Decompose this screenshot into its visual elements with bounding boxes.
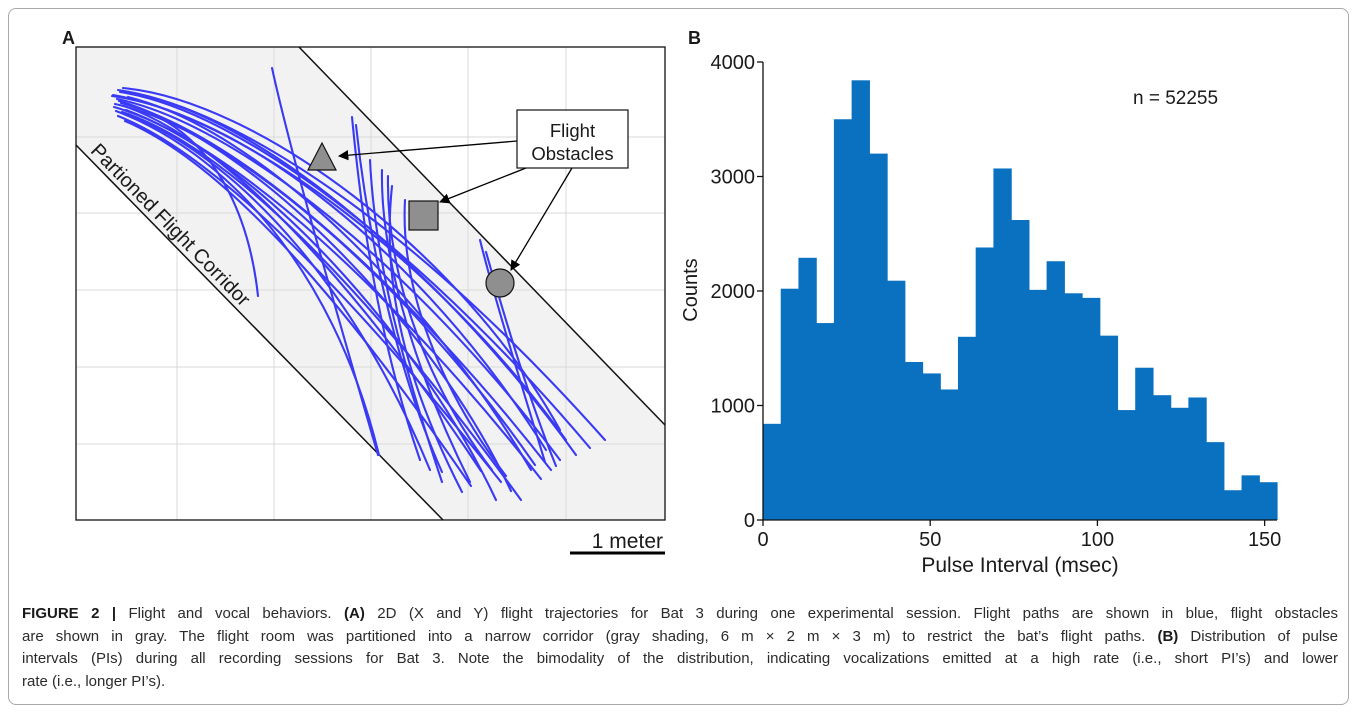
caption-text: 2D (X and Y) flight trajectories for Bat… <box>377 605 1339 622</box>
histogram-bar <box>887 280 906 520</box>
circle-obstacle-icon <box>485 268 515 298</box>
histogram-bar <box>1082 297 1101 520</box>
figure-frame <box>8 8 1349 705</box>
histogram-bar <box>1099 335 1119 520</box>
x-tick-label: 0 <box>757 529 768 551</box>
histogram-bar <box>780 288 800 520</box>
plot-frame <box>75 46 666 521</box>
caption-text: rate (i.e., longer PI’s). <box>22 672 166 690</box>
square-obstacle-icon <box>408 200 439 231</box>
flight-trajectory <box>110 94 548 452</box>
caption-text: are shown in gray. The flight room was p… <box>22 627 1146 645</box>
arrow-to-square <box>439 167 527 204</box>
caption-line: rate (i.e., longer PI’s). <box>22 671 1338 694</box>
obstacles-label-line2: Obstacles <box>531 143 613 164</box>
x-tick-label: 100 <box>1081 529 1114 551</box>
histogram-bar <box>1259 482 1278 520</box>
histogram-bar <box>1152 395 1172 520</box>
caption-panel-a-tag: (A) <box>344 605 365 622</box>
arrow-to-circle <box>510 167 573 271</box>
histogram-bar <box>869 153 888 520</box>
histogram-bar <box>922 373 941 520</box>
flight-trajectories <box>110 66 607 502</box>
histogram-bar <box>1223 490 1243 520</box>
caption-line: are shown in gray. The flight room was p… <box>22 626 1338 649</box>
obstacles-label-box <box>516 109 629 169</box>
flight-trajectory <box>115 97 562 462</box>
caption-line: intervals (PIs) during all recording ses… <box>22 648 1338 671</box>
caption-line: FIGURE 2 | Flight and vocal behaviors. (… <box>22 603 1338 626</box>
triangle-obstacle-icon <box>307 141 337 171</box>
panel-b: B 0 1000 2000 3000 4000 0 50 100 150 Counts Puls… <box>680 28 1281 577</box>
histogram-bar <box>1206 442 1225 520</box>
sample-size-annotation: n = 52255 <box>1133 88 1218 109</box>
histogram-bar <box>1188 397 1207 520</box>
flight-trajectory <box>478 238 547 464</box>
histogram-bar <box>957 336 977 520</box>
histogram-axes: 0 1000 2000 3000 4000 0 50 100 150 <box>711 52 1282 551</box>
x-tick-label: 50 <box>919 529 941 551</box>
histogram-bar <box>1064 293 1083 520</box>
flight-trajectory <box>388 184 464 494</box>
y-tick-label: 1000 <box>711 396 756 418</box>
flight-trajectory <box>270 66 380 457</box>
histogram-bar <box>798 257 817 520</box>
flight-trajectory <box>158 116 260 298</box>
x-axis-label: Pulse Interval (msec) <box>921 554 1118 577</box>
caption-text: Distribution of pulse <box>1190 627 1339 645</box>
caption-figure-label: FIGURE 2 | <box>22 605 117 622</box>
histogram-bar <box>1241 475 1260 520</box>
panel-b-label: B <box>688 28 701 48</box>
x-tick-label: 150 <box>1248 529 1281 551</box>
flight-trajectory <box>368 158 444 484</box>
histogram-bar <box>1170 407 1189 520</box>
y-tick-label: 3000 <box>711 167 756 189</box>
corridor-left-wall <box>75 144 444 521</box>
histogram-bar <box>1011 220 1030 520</box>
histogram-bar <box>1046 261 1065 520</box>
flight-trajectory <box>123 119 473 488</box>
histogram-bar <box>1028 289 1048 520</box>
caption-panel-b-tag: (B) <box>1157 627 1179 645</box>
flight-trajectory <box>113 102 537 467</box>
histogram-bar <box>763 423 782 520</box>
histogram-bar <box>1135 367 1154 520</box>
figure-caption: FIGURE 2 | Flight and vocal behaviors. (… <box>22 603 1338 693</box>
histogram-bar <box>975 247 995 521</box>
y-tick-label: 4000 <box>711 52 756 74</box>
flight-trajectory <box>350 115 422 462</box>
flight-trajectory <box>403 198 508 478</box>
scale-bar-label: 1 meter <box>592 530 663 553</box>
figure-canvas: A Partioned Flight Corridor Flight Obsta… <box>62 28 1281 577</box>
flight-trajectory <box>122 104 483 473</box>
panel-a: A Partioned Flight Corridor Flight Obsta… <box>62 28 666 555</box>
obstacles-label-line1: Flight <box>550 120 595 141</box>
histogram-bar <box>816 323 835 520</box>
flight-trajectory <box>124 108 498 502</box>
histogram-bar <box>1117 410 1136 520</box>
caption-title: Flight and vocal behaviors. <box>128 605 332 622</box>
flight-trajectory <box>116 114 503 484</box>
corridor-right-wall <box>298 46 666 426</box>
caption-text: intervals (PIs) during all recording ses… <box>22 650 1338 667</box>
y-tick-label: 0 <box>744 510 755 532</box>
flight-trajectory <box>120 110 523 502</box>
arrow-to-triangle <box>337 140 518 161</box>
histogram-bars <box>763 80 1278 521</box>
histogram-bar <box>851 80 870 520</box>
flight-trajectory <box>126 112 432 472</box>
histogram-bar <box>904 361 924 520</box>
histogram-bar <box>833 119 853 520</box>
y-tick-label: 2000 <box>711 281 756 303</box>
histogram-bar <box>993 168 1012 521</box>
panel-a-label: A <box>62 28 75 48</box>
flight-trajectory <box>380 168 472 484</box>
flight-trajectory <box>121 86 562 432</box>
histogram-bar <box>940 389 959 520</box>
y-axis-label: Counts <box>680 258 702 321</box>
